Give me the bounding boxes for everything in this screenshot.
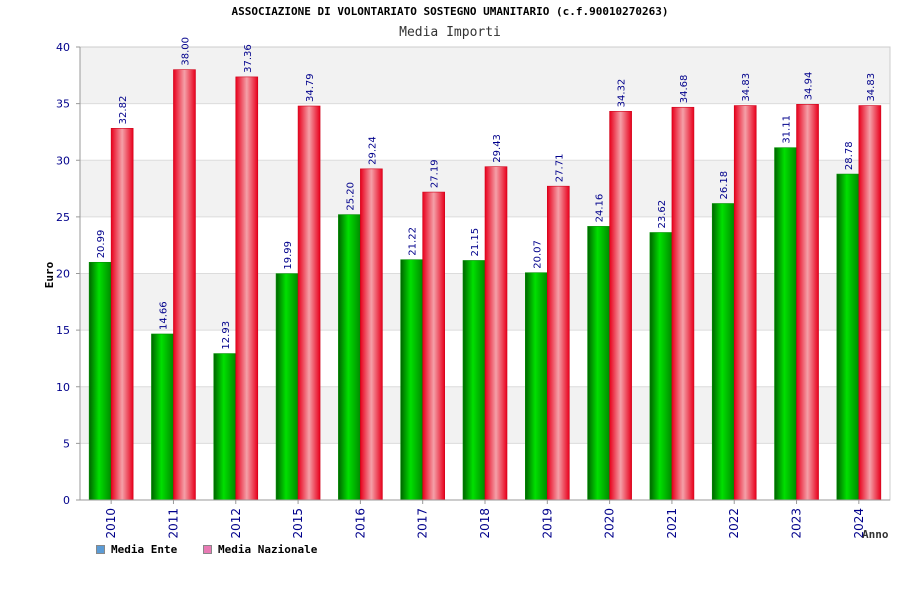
bar-value-label: 32.82 bbox=[118, 96, 129, 125]
bar-value-label: 20.99 bbox=[96, 230, 107, 259]
y-tick-label: 15 bbox=[56, 324, 70, 337]
chart-subtitle: Media Importi bbox=[399, 25, 501, 40]
bar-value-label: 37.36 bbox=[243, 44, 254, 73]
bars: 20.99 32.82 14.66 38.00 12.93 37.36 19.99 34.79… bbox=[88, 37, 882, 501]
bar-value-label: 27.19 bbox=[430, 159, 441, 188]
x-tick-label: 2017 bbox=[416, 508, 430, 539]
x-tick-label: 2016 bbox=[353, 508, 367, 539]
bar-value-label: 19.99 bbox=[283, 241, 294, 270]
bar-value-label: 21.15 bbox=[470, 228, 481, 257]
bar-nazionale-2018 bbox=[484, 166, 508, 501]
x-tick-label: 2018 bbox=[478, 508, 492, 539]
bar-value-label: 23.62 bbox=[657, 200, 668, 229]
x-tick-label: 2022 bbox=[727, 508, 741, 539]
bar-nazionale-2022 bbox=[733, 105, 757, 501]
legend-label-ente: Media Ente bbox=[111, 543, 178, 556]
bar-value-label: 34.83 bbox=[866, 73, 877, 102]
bar-value-label: 25.20 bbox=[345, 182, 356, 211]
y-tick-label: 10 bbox=[56, 381, 70, 394]
bar-value-label: 12.93 bbox=[221, 321, 232, 350]
bar-ente-2019 bbox=[525, 272, 548, 501]
bar-ente-2020 bbox=[587, 226, 610, 501]
x-tick-label: 2021 bbox=[665, 508, 679, 539]
legend-label-nazionale: Media Nazionale bbox=[218, 543, 318, 556]
bar-value-label: 14.66 bbox=[158, 301, 169, 330]
bar-nazionale-2023 bbox=[796, 104, 819, 501]
bar-value-label: 34.94 bbox=[804, 72, 815, 101]
y-tick-label: 40 bbox=[56, 41, 70, 54]
bar-value-label: 34.32 bbox=[617, 79, 628, 108]
bar-nazionale-2021 bbox=[671, 106, 695, 501]
x-tick-label: 2020 bbox=[603, 508, 617, 539]
bar-value-label: 34.68 bbox=[679, 75, 690, 104]
bar-ente-2015 bbox=[275, 273, 299, 501]
bar-ente-2024 bbox=[836, 173, 860, 501]
x-axis: 2010 2011 2012 2015 2016 2017 2018 2019 2020 2021… bbox=[80, 499, 890, 539]
y-tick-label: 30 bbox=[56, 154, 70, 167]
bar-ente-2022 bbox=[711, 203, 735, 501]
chart-title: ASSOCIAZIONE DI VOLONTARIATO SOSTEGNO UM… bbox=[231, 5, 669, 18]
x-tick-label: 2024 bbox=[852, 508, 866, 539]
bar-nazionale-2017 bbox=[422, 191, 445, 501]
bar-nazionale-2012 bbox=[235, 76, 259, 501]
y-tick-label: 25 bbox=[56, 211, 70, 224]
y-tick-label: 20 bbox=[56, 268, 70, 281]
bar-ente-2010 bbox=[88, 261, 112, 501]
y-tick-label: 35 bbox=[56, 98, 70, 111]
legend-swatch-ente bbox=[96, 545, 105, 554]
legend-item-ente: Media Ente bbox=[96, 543, 177, 556]
bar-value-label: 21.22 bbox=[408, 227, 419, 256]
grid-band bbox=[80, 47, 890, 104]
bar-value-label: 26.18 bbox=[719, 171, 730, 200]
bar-value-label: 29.24 bbox=[367, 136, 378, 165]
x-tick-label: 2019 bbox=[540, 508, 554, 539]
bar-nazionale-2015 bbox=[297, 105, 321, 501]
bar-value-label: 28.78 bbox=[844, 141, 855, 170]
bar-ente-2018 bbox=[462, 260, 486, 501]
x-tick-label: 2010 bbox=[104, 508, 118, 539]
x-tick-label: 2023 bbox=[790, 508, 804, 539]
bar-nazionale-2024 bbox=[858, 105, 882, 501]
bar-nazionale-2010 bbox=[110, 128, 134, 501]
bar-ente-2021 bbox=[649, 232, 673, 501]
legend-item-nazionale: Media Nazionale bbox=[203, 543, 317, 556]
bar-value-label: 34.83 bbox=[741, 73, 752, 102]
y-tick-label: 5 bbox=[63, 437, 70, 450]
bar-value-label: 31.11 bbox=[782, 115, 793, 144]
y-axis-label: Euro bbox=[43, 261, 56, 288]
bar-value-label: 29.43 bbox=[492, 134, 503, 163]
bar-value-label: 34.79 bbox=[305, 73, 316, 102]
bar-value-label: 20.07 bbox=[532, 240, 543, 269]
x-tick-label: 2015 bbox=[291, 508, 305, 539]
legend-swatch-nazionale bbox=[203, 545, 212, 554]
bar-value-label: 38.00 bbox=[180, 37, 191, 66]
bar-ente-2016 bbox=[338, 214, 361, 501]
bar-ente-2023 bbox=[774, 147, 797, 501]
bar-ente-2011 bbox=[151, 333, 174, 501]
bar-value-label: 24.16 bbox=[595, 194, 606, 223]
bar-nazionale-2011 bbox=[173, 69, 196, 501]
bar-nazionale-2016 bbox=[360, 168, 383, 501]
grid-band bbox=[80, 103, 890, 161]
y-tick-label: 0 bbox=[63, 494, 70, 507]
x-tick-label: 2012 bbox=[229, 508, 243, 539]
bar-ente-2017 bbox=[400, 259, 423, 501]
y-axis: 0 5 10 15 20 25 30 35 40 bbox=[56, 41, 81, 507]
bar-value-label: 27.71 bbox=[554, 154, 565, 183]
bar-ente-2012 bbox=[213, 353, 237, 501]
bar-nazionale-2019 bbox=[547, 185, 570, 501]
x-tick-label: 2011 bbox=[166, 508, 180, 539]
bar-nazionale-2020 bbox=[609, 111, 632, 501]
x-axis-label: Anno bbox=[862, 528, 889, 541]
